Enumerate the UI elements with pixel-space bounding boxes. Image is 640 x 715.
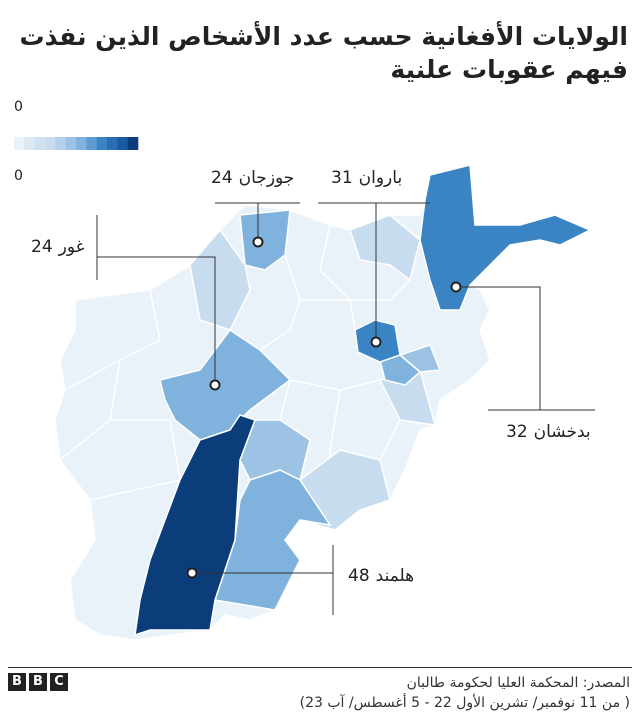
callout: باروان31 — [331, 168, 403, 188]
source-note: ( من 11 نوفمبر/ تشرين الأول 22 - 5 أغسطس… — [299, 695, 630, 711]
legend-swatch — [117, 137, 128, 150]
dots — [186, 236, 462, 579]
legend-swatch — [24, 137, 35, 150]
legend-swatch — [76, 137, 87, 150]
province-shades — [189, 214, 442, 611]
legend-swatch — [127, 137, 139, 150]
source: المصدر: المحكمة العليا لحكومة طالبان ( م… — [300, 673, 630, 713]
legend-min: 0 — [14, 99, 23, 115]
source-text: المصدر: المحكمة العليا لحكومة طالبان — [406, 675, 630, 691]
footer-rule — [8, 667, 632, 668]
province — [419, 164, 592, 311]
legend-swatch — [55, 137, 66, 150]
callout: جوزجان24 — [211, 168, 295, 188]
logo: B B C — [8, 673, 68, 691]
logo-letter: C — [50, 673, 68, 691]
province — [159, 328, 292, 441]
legend-swatch — [45, 137, 56, 150]
callout: غور24 — [31, 237, 85, 257]
legend-swatch — [86, 137, 97, 150]
callout: بدخشان32 — [506, 422, 591, 442]
legend-swatch — [65, 137, 77, 150]
logo-letter: B — [8, 673, 26, 691]
leader-lines — [96, 202, 595, 615]
legend-swatch — [107, 137, 118, 150]
legend-bar — [14, 137, 139, 150]
title: الولايات الأفغانية حسب عدد الأشخاص الذين… — [19, 22, 628, 84]
legend-swatch — [34, 137, 46, 150]
legend-swatch — [96, 137, 108, 150]
legend-swatch — [14, 137, 25, 150]
callout: هلمند48 — [348, 566, 415, 586]
province — [134, 414, 256, 637]
legend-max: 0 — [14, 168, 23, 184]
map — [14, 137, 595, 641]
logo-letter: B — [29, 673, 47, 691]
province — [239, 209, 291, 271]
